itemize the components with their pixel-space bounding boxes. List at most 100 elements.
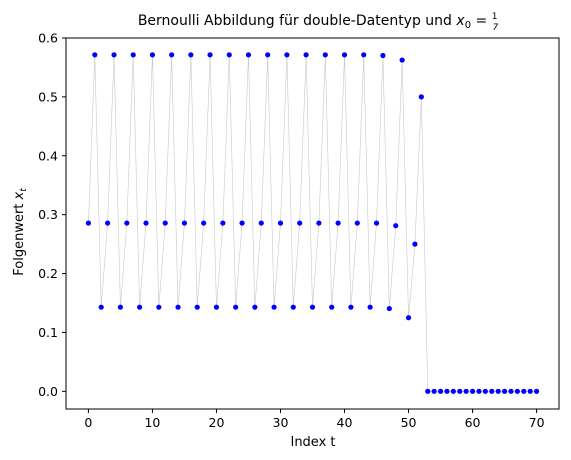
data-point [297,220,303,226]
data-point [98,304,104,310]
data-point [284,52,290,58]
data-point [508,388,514,394]
data-point [137,304,143,310]
data-point [418,94,424,100]
data-point [201,220,207,226]
data-point [399,57,405,63]
data-point [425,388,431,394]
data-point [348,304,354,310]
y-tick-label: 0.1 [38,325,58,340]
x-tick-label: 70 [529,415,545,430]
x-tick-label: 60 [465,415,481,430]
data-point [265,52,271,58]
data-point [450,388,456,394]
data-point [316,220,322,226]
data-point [380,52,386,59]
chart-title-text: Bernoulli Abbildung für double-Datentyp … [138,13,457,29]
data-point [393,223,399,229]
chart-title-math-x: x [455,13,465,29]
data-point [482,388,488,394]
data-point [117,304,124,310]
data-point [501,388,508,394]
x-axis-label: Index t [290,435,335,450]
x-tick-label: 40 [337,415,353,430]
x-tick-label: 10 [144,415,160,430]
y-axis-label: Folgenwert xt [12,188,29,276]
data-point [85,220,92,226]
data-point [143,220,149,226]
data-point [239,220,245,226]
data-point [533,388,540,394]
y-tick-label: 0.6 [38,31,58,46]
data-point [405,315,412,321]
data-point [476,388,482,394]
data-point [233,304,239,310]
data-point [469,388,476,394]
y-tick-label: 0.4 [38,148,58,163]
chart-title-math-sub: 0 [465,20,471,31]
x-tick-label: 20 [209,415,225,430]
data-point [92,52,98,58]
data-point [489,388,495,394]
x-tick-label: 50 [401,415,417,430]
series-line [88,54,537,392]
data-point [495,388,501,394]
data-point [111,52,117,58]
plot-frame [65,37,560,410]
data-point [335,220,341,226]
chart-title-math-eq: = [471,13,492,29]
data-point [361,52,367,58]
y-axis-label-math-x: x [12,191,27,200]
data-point [169,52,175,58]
data-point [527,388,533,394]
data-point [463,388,469,394]
data-point [194,304,200,310]
data-point [277,220,284,226]
data-point [175,304,181,310]
data-point [124,220,130,226]
y-tick-label: 0.0 [38,384,58,399]
y-tick-label: 0.2 [38,266,58,281]
data-point [271,304,277,310]
axes: 0 10 20 30 40 50 60 70 0.0 0.1 0.2 0.3 0.4 0.5 0.6 [38,31,560,430]
data-point [412,241,418,247]
data-point [386,305,392,312]
data-point [105,220,111,226]
data-point [188,52,194,58]
x-tick-label: 30 [273,415,289,430]
chart-title-frac-den: 7 [492,23,498,33]
data-point [322,52,328,58]
data-point [245,52,252,58]
data-point [162,220,168,226]
data-point [514,388,520,394]
x-tick-label: 0 [84,415,92,430]
data-point [181,220,188,226]
data-point [367,304,373,310]
y-axis-label-math-sub: t [19,188,29,192]
data-point [444,388,450,394]
data-point [130,52,136,58]
data-point [354,220,360,226]
data-point [156,304,162,310]
y-tick-label: 0.5 [38,89,58,104]
data-point [290,304,296,310]
data-point [220,220,226,226]
chart-title-frac-num: 1 [492,12,498,22]
data-point [437,388,444,394]
y-tick-label: 0.3 [38,207,58,222]
data-point [226,52,232,58]
data-point [373,220,380,226]
chart-title: Bernoulli Abbildung für double-Datentyp … [138,12,499,33]
data-point [252,304,258,310]
data-point [521,388,527,394]
y-axis-label-text: Folgenwert [12,199,27,275]
data-point [149,52,156,58]
data-point [341,52,348,58]
data-point [207,52,213,58]
data-point [258,220,264,226]
data-point [213,304,220,310]
plot-area [85,52,540,394]
data-point [309,304,316,310]
data-point [431,388,437,394]
